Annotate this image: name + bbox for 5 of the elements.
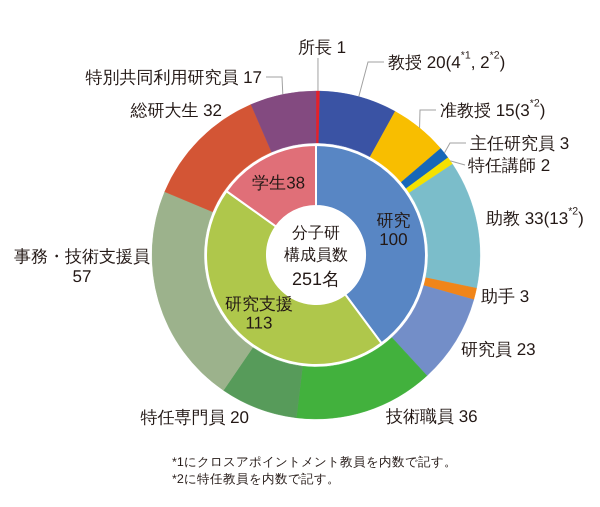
title: 分子研 (292, 224, 340, 242)
annotation: *2に特任教員を内数で記す。 (172, 472, 340, 486)
subtitle: 251名 (292, 269, 340, 289)
title: 構成員数 (284, 246, 348, 264)
annotation: *1にクロスアポイントメント教員を内数で記す。 (172, 455, 457, 469)
